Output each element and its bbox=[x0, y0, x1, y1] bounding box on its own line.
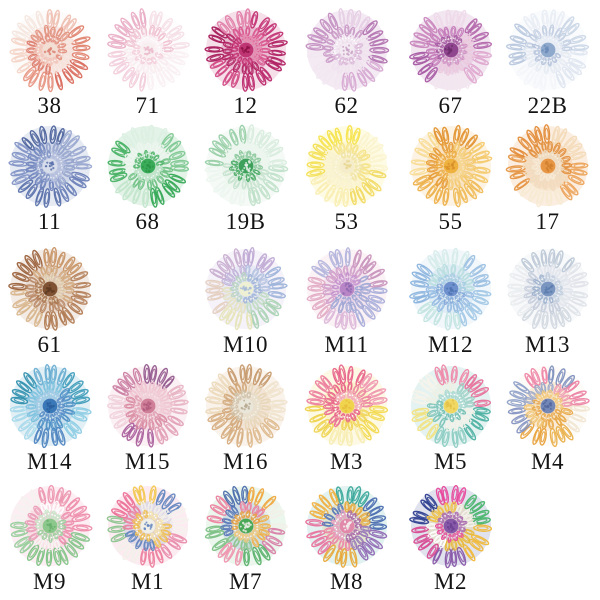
swatch-code-label: M11 bbox=[324, 332, 369, 357]
crochet-motif-photo bbox=[204, 124, 288, 207]
swatch-code-label: M14 bbox=[27, 449, 72, 474]
crochet-motif-photo bbox=[305, 124, 388, 208]
crochet-motif-photo bbox=[106, 124, 189, 208]
swatch-M15: M15 bbox=[99, 362, 197, 474]
crochet-motif-photo bbox=[505, 9, 589, 92]
swatch-M5: M5 bbox=[402, 362, 500, 474]
crochet-motif-photo bbox=[204, 485, 288, 567]
crochet-motif-photo bbox=[408, 247, 491, 331]
swatch-17: 17 bbox=[499, 122, 597, 234]
crochet-motif-photo bbox=[408, 124, 492, 208]
swatch-code-label: 53 bbox=[334, 209, 359, 234]
swatch-M13: M13 bbox=[499, 245, 597, 357]
swatch-code-label: 12 bbox=[233, 93, 258, 118]
swatch-M11: M11 bbox=[298, 245, 396, 357]
crochet-motif-photo bbox=[7, 246, 91, 331]
swatch-code-label: M10 bbox=[223, 332, 268, 357]
swatch-53: 53 bbox=[298, 122, 396, 234]
crochet-motif-photo bbox=[505, 124, 588, 208]
crochet-motif-photo bbox=[506, 248, 589, 330]
swatch-code-label: 67 bbox=[438, 93, 463, 118]
crochet-motif-photo bbox=[408, 9, 492, 92]
swatch-code-label: M15 bbox=[125, 449, 170, 474]
crochet-motif-photo bbox=[304, 485, 387, 568]
crochet-motif-photo bbox=[203, 8, 288, 92]
swatch-code-label: 22B bbox=[527, 93, 568, 118]
crochet-motif-photo bbox=[9, 364, 92, 449]
swatch-code-label: 71 bbox=[135, 93, 160, 118]
crochet-motif-photo bbox=[306, 247, 388, 330]
swatch-55: 55 bbox=[402, 122, 500, 234]
swatch-M4: M4 bbox=[499, 362, 597, 474]
crochet-motif-photo bbox=[204, 246, 288, 331]
swatch-code-label: 68 bbox=[135, 209, 160, 234]
swatch-67: 67 bbox=[402, 6, 500, 118]
crochet-motif-photo bbox=[506, 365, 590, 448]
swatch-code-label: 38 bbox=[37, 93, 62, 118]
swatch-M10: M10 bbox=[197, 245, 295, 357]
swatch-68: 68 bbox=[99, 122, 197, 234]
swatch-code-label: M4 bbox=[531, 449, 564, 474]
swatch-M8: M8 bbox=[298, 482, 396, 594]
swatch-M1: M1 bbox=[99, 482, 197, 594]
swatch-code-label: 19B bbox=[225, 209, 266, 234]
swatch-M16: M16 bbox=[197, 362, 295, 474]
crochet-motif-photo bbox=[7, 125, 92, 208]
swatch-12: 12 bbox=[197, 6, 295, 118]
swatch-M2: M2 bbox=[402, 482, 500, 594]
swatch-22B: 22B bbox=[499, 6, 597, 118]
crochet-motif-photo bbox=[304, 364, 388, 447]
swatch-M3: M3 bbox=[298, 362, 396, 474]
swatch-71: 71 bbox=[99, 6, 197, 118]
swatch-62: 62 bbox=[298, 6, 396, 118]
swatch-M9: M9 bbox=[1, 482, 99, 594]
crochet-motif-photo bbox=[106, 8, 190, 92]
swatch-code-label: M9 bbox=[33, 569, 66, 594]
swatch-code-label: M12 bbox=[428, 332, 473, 357]
swatch-code-label: 17 bbox=[535, 209, 560, 234]
swatch-M14: M14 bbox=[1, 362, 99, 474]
crochet-motif-photo bbox=[204, 363, 288, 448]
swatch-code-label: M1 bbox=[131, 569, 164, 594]
swatch-code-label: M5 bbox=[434, 449, 467, 474]
swatch-code-label: M13 bbox=[525, 332, 570, 357]
swatch-code-label: 11 bbox=[37, 209, 62, 234]
swatch-11: 11 bbox=[1, 122, 99, 234]
crochet-motif-photo bbox=[106, 363, 189, 448]
swatch-M7: M7 bbox=[197, 482, 295, 594]
crochet-motif-photo bbox=[305, 8, 389, 92]
crochet-motif-photo bbox=[410, 364, 491, 449]
swatch-code-label: M8 bbox=[330, 569, 363, 594]
swatch-code-label: M7 bbox=[229, 569, 262, 594]
crochet-motif-photo bbox=[408, 484, 492, 569]
swatch-code-label: 62 bbox=[334, 93, 359, 118]
swatch-code-label: M3 bbox=[330, 449, 363, 474]
swatch-19B: 19B bbox=[197, 122, 295, 234]
swatch-code-label: M2 bbox=[434, 569, 467, 594]
swatch-61: 61 bbox=[1, 245, 99, 357]
swatch-38: 38 bbox=[1, 6, 99, 118]
crochet-motif-photo bbox=[8, 8, 91, 93]
crochet-motif-photo bbox=[106, 485, 189, 568]
swatch-M12: M12 bbox=[402, 245, 500, 357]
swatch-code-label: 61 bbox=[37, 332, 62, 357]
swatch-code-label: M16 bbox=[223, 449, 268, 474]
crochet-motif-photo bbox=[9, 484, 92, 567]
swatch-code-label: 55 bbox=[438, 209, 463, 234]
